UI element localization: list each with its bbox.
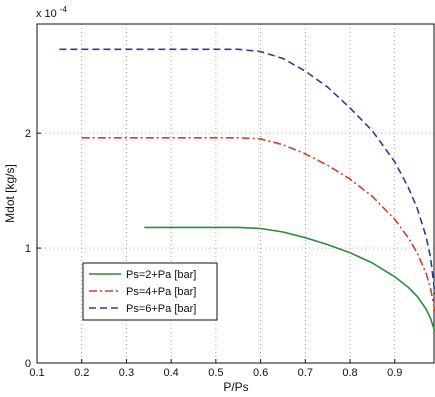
x-tick-label: 0.8 (342, 367, 357, 379)
legend-label-1: Ps=2+Pa [bar] (126, 269, 196, 281)
legend: Ps=2+Pa [bar] Ps=4+Pa [bar] Ps=6+Pa [bar] (82, 262, 218, 321)
x-tick-label: 0.4 (164, 367, 179, 379)
x-tick-label: 0.5 (208, 367, 223, 379)
y-axis-label: Mdot [kg/s] (3, 164, 17, 223)
legend-label-2: Ps=4+Pa [bar] (126, 286, 196, 298)
series-line-3 (59, 48, 435, 295)
plot-area-frame (36, 23, 435, 364)
y-axis-exponent-label: x 10 -4 (36, 5, 68, 20)
y-exponent-power: -4 (60, 5, 68, 14)
x-tick-label: 0.1 (29, 367, 44, 379)
series-line-1 (144, 226, 435, 333)
y-exponent-base: x 10 (36, 8, 57, 20)
axis-ticks: 0.1 0.2 0.3 0.4 0.5 0.6 0.7 0.8 0.9 0 1 2 (25, 128, 403, 379)
x-axis-label: P/Ps (223, 380, 248, 394)
y-tick-label: 1 (25, 243, 31, 255)
y-tick-label: 0 (25, 358, 31, 370)
y-tick-label: 2 (25, 128, 31, 140)
legend-label-3: Ps=6+Pa [bar] (126, 303, 196, 315)
x-tick-label: 0.7 (298, 367, 313, 379)
x-tick-label: 0.2 (74, 367, 89, 379)
x-tick-label: 0.9 (387, 367, 402, 379)
grid-lines (37, 24, 435, 363)
x-tick-label: 0.6 (253, 367, 268, 379)
series-lines (59, 48, 435, 333)
x-tick-label: 0.3 (119, 367, 134, 379)
series-line-2 (81, 137, 435, 312)
